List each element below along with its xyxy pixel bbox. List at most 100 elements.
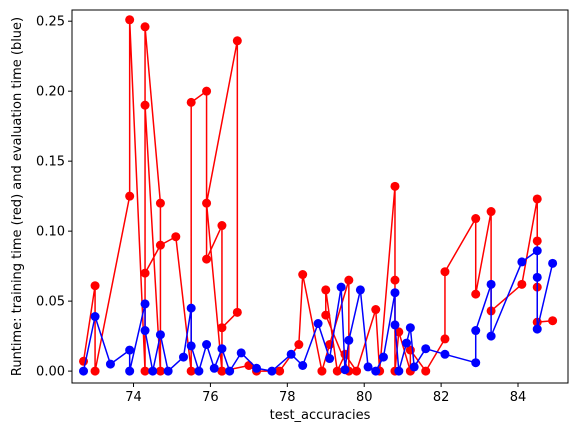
series-0-point [217, 366, 227, 376]
series-0-point [332, 366, 342, 376]
series-0-point [421, 366, 431, 376]
x-tick-label: 82 [433, 390, 450, 405]
series-0-point [217, 323, 227, 333]
series-1-point [298, 361, 308, 370]
x-tick-label: 76 [202, 390, 219, 405]
y-axis: 0.00 0.05 0.10 0.15 0.20 0.25 [36, 15, 72, 380]
x-axis: 74 76 78 80 82 84 [125, 383, 526, 405]
series-1-point [236, 348, 246, 358]
series-1-point [409, 362, 419, 372]
series-1-point [390, 288, 400, 298]
series-1-point [486, 331, 496, 341]
series-0-point [202, 254, 212, 264]
series-1-point [179, 352, 188, 362]
series-0-point [371, 305, 381, 315]
series-1-point [371, 366, 381, 376]
series-0-point [90, 366, 100, 376]
series-1-point [355, 285, 365, 295]
series-1-point [313, 319, 323, 329]
series-0-point [140, 22, 150, 32]
series-0-point [440, 267, 450, 277]
series-layer [79, 15, 558, 376]
y-tick-label: 0.20 [36, 85, 65, 100]
series-1-point [209, 363, 219, 373]
series-0-point [321, 310, 331, 320]
series-0-point [298, 270, 308, 280]
series-1-point [548, 258, 558, 268]
series-1-point [140, 326, 150, 336]
x-axis-label: test_accuracies [270, 408, 371, 423]
series-1-point [202, 340, 212, 350]
series-1-point [405, 323, 415, 333]
series-1-point [486, 279, 496, 289]
series-0-point [532, 236, 542, 246]
x-tick-label: 80 [356, 390, 373, 405]
series-1-point [440, 349, 450, 359]
series-1-point [79, 366, 89, 376]
plot-area [71, 9, 569, 384]
series-1-point [532, 272, 542, 282]
series-1 [79, 246, 558, 376]
series-0-point [140, 100, 150, 110]
series-0-point [294, 340, 304, 350]
series-1-point [325, 354, 335, 364]
series-0-point [202, 86, 212, 96]
series-1-point [336, 282, 346, 292]
series-0-point [532, 194, 542, 204]
series-0-point [140, 366, 150, 376]
series-0-point [186, 97, 196, 107]
y-tick-label: 0.00 [36, 365, 65, 380]
series-1-point [532, 246, 542, 256]
series-0-point [202, 198, 212, 208]
series-1-point [421, 344, 431, 354]
series-1-point [105, 359, 115, 369]
series-0-point [125, 15, 135, 25]
series-1-point [140, 299, 150, 309]
series-0-point [275, 366, 285, 376]
x-tick-label: 74 [125, 390, 142, 405]
series-1-point [252, 363, 262, 373]
series-0-point [244, 361, 254, 370]
series-0-point [394, 327, 404, 337]
series-1-point [471, 358, 481, 368]
series-1-point [163, 366, 173, 376]
series-1-point [225, 366, 235, 376]
series-1-point [344, 335, 354, 345]
series-0-point [232, 36, 242, 46]
series-0-point [321, 285, 331, 295]
y-tick-label: 0.15 [36, 155, 65, 170]
series-0-point [548, 316, 558, 326]
series-0-point [471, 289, 481, 299]
series-1-point [517, 257, 527, 267]
series-1-point [394, 366, 404, 376]
series-0-point [517, 279, 527, 289]
series-0-point [471, 214, 481, 224]
y-axis-label: Runtime: training time (red) and evaluat… [10, 17, 25, 376]
series-1-point [532, 324, 542, 334]
series-0-point [344, 275, 354, 285]
series-0-point [217, 221, 227, 231]
y-tick-label: 0.05 [36, 295, 65, 310]
series-0-point [486, 207, 496, 217]
series-1-point [390, 320, 400, 330]
series-1-point [340, 365, 350, 375]
series-1-point [186, 303, 196, 313]
axes-frame [71, 9, 569, 384]
y-tick-label: 0.25 [36, 15, 65, 30]
series-0-point [186, 366, 196, 376]
x-tick-label: 84 [510, 390, 527, 405]
series-0-point [155, 198, 165, 208]
series-0-point [440, 334, 450, 344]
series-1-point [402, 338, 412, 348]
series-1-point [125, 366, 135, 376]
series-0-point [155, 240, 165, 250]
series-0-point [390, 275, 400, 285]
series-0-point [317, 366, 327, 376]
series-1-point [125, 345, 135, 355]
series-0-point [232, 307, 242, 317]
series-0-point [155, 366, 165, 376]
series-1-point [90, 312, 100, 322]
series-1-point [286, 349, 296, 359]
x-tick-label: 78 [279, 390, 296, 405]
